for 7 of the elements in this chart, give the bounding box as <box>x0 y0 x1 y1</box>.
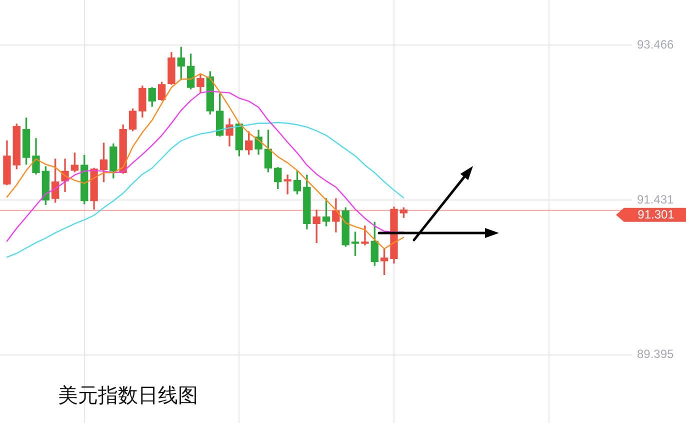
candlestick <box>361 226 369 246</box>
y-tick-label: 91.431 <box>637 192 674 206</box>
ref-line-label: 91.301 <box>638 208 675 222</box>
y-tick-label: 93.466 <box>637 38 674 52</box>
text: 美元指数日线图 <box>58 383 198 407</box>
y-tick-label: 89.395 <box>637 347 674 362</box>
candlestick <box>284 174 292 194</box>
